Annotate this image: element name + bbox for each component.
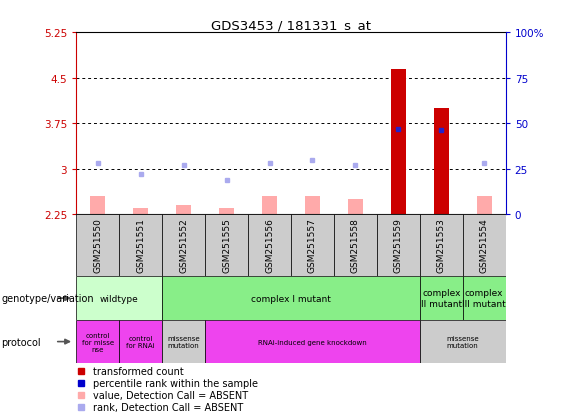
Bar	[262, 197, 277, 215]
Bar	[348, 199, 363, 215]
Bar	[477, 197, 492, 215]
Text: genotype/variation: genotype/variation	[1, 293, 94, 304]
Text: GSM251559: GSM251559	[394, 218, 403, 273]
Text: GSM251552: GSM251552	[179, 218, 188, 273]
Bar	[391, 69, 406, 215]
Text: control
for RNAi: control for RNAi	[127, 335, 155, 348]
Bar	[377, 215, 420, 277]
Bar	[162, 277, 420, 320]
Bar	[334, 215, 377, 277]
Bar	[420, 320, 506, 363]
Bar	[219, 209, 234, 215]
Bar	[420, 277, 463, 320]
Text: GSM251550: GSM251550	[93, 218, 102, 273]
Bar	[463, 277, 506, 320]
Bar	[420, 215, 463, 277]
Text: GSM251557: GSM251557	[308, 218, 317, 273]
Bar	[119, 320, 162, 363]
Text: complex
II mutant: complex II mutant	[421, 289, 462, 308]
Text: GSM251556: GSM251556	[265, 218, 274, 273]
Text: GSM251555: GSM251555	[222, 218, 231, 273]
Text: transformed count: transformed count	[93, 366, 184, 376]
Bar	[76, 215, 119, 277]
Text: RNAi-induced gene knockdown: RNAi-induced gene knockdown	[258, 339, 367, 345]
Bar	[90, 197, 105, 215]
Text: protocol: protocol	[1, 337, 41, 347]
Text: missense
mutation: missense mutation	[446, 335, 479, 348]
Text: control
for misse
nse: control for misse nse	[82, 332, 114, 352]
Bar	[248, 215, 291, 277]
Bar	[434, 109, 449, 215]
Bar	[176, 206, 191, 215]
Text: value, Detection Call = ABSENT: value, Detection Call = ABSENT	[93, 390, 249, 400]
Text: GSM251558: GSM251558	[351, 218, 360, 273]
Bar	[205, 215, 248, 277]
Bar	[291, 215, 334, 277]
Text: wildtype: wildtype	[100, 294, 138, 303]
Bar	[305, 197, 320, 215]
Bar	[162, 215, 205, 277]
Bar	[119, 215, 162, 277]
Bar	[463, 215, 506, 277]
Bar	[76, 277, 162, 320]
Bar	[162, 320, 205, 363]
Text: missense
mutation: missense mutation	[167, 335, 200, 348]
Text: GSM251553: GSM251553	[437, 218, 446, 273]
Text: complex
III mutant: complex III mutant	[462, 289, 506, 308]
Bar	[76, 320, 119, 363]
Bar	[133, 209, 148, 215]
Title: GDS3453 / 181331_s_at: GDS3453 / 181331_s_at	[211, 19, 371, 32]
Text: GSM251554: GSM251554	[480, 218, 489, 273]
Bar	[205, 320, 420, 363]
Text: percentile rank within the sample: percentile rank within the sample	[93, 378, 258, 388]
Text: complex I mutant: complex I mutant	[251, 294, 331, 303]
Text: GSM251551: GSM251551	[136, 218, 145, 273]
Text: rank, Detection Call = ABSENT: rank, Detection Call = ABSENT	[93, 402, 244, 412]
